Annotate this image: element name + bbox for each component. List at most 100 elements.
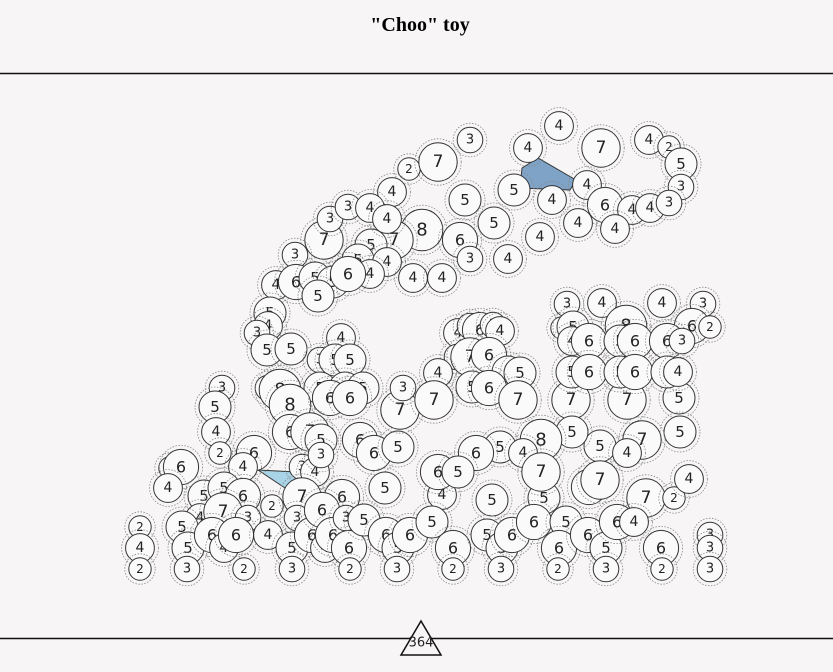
- footer-triangle: [399, 619, 443, 656]
- circle: [383, 555, 411, 583]
- circle-halo: [613, 349, 658, 394]
- circle-number: 4: [311, 464, 320, 480]
- numbered-circle: 3: [588, 551, 624, 587]
- circle-number: 7: [465, 347, 476, 367]
- circle-number: 5: [495, 438, 505, 456]
- circle-halo: [452, 241, 488, 277]
- numbered-circle: 5: [297, 275, 339, 317]
- circle: [498, 380, 538, 420]
- circle-number: 6: [345, 389, 355, 408]
- circle-number: 6: [455, 231, 465, 250]
- circle-number: 5: [674, 389, 684, 407]
- circle-number: 6: [405, 526, 415, 545]
- numbered-circle: 5: [551, 411, 593, 453]
- numbered-circle: 4: [509, 129, 547, 167]
- numbered-circle: 5: [377, 426, 419, 468]
- circle-number: 7: [637, 430, 648, 450]
- circle: [521, 452, 561, 492]
- circle-number: 7: [218, 502, 229, 522]
- circle-number: 6: [433, 463, 443, 482]
- circle-number: 5: [210, 398, 220, 416]
- circle-halo: [540, 107, 578, 145]
- circle-halo: [204, 437, 236, 469]
- numbered-circle: 7: [414, 138, 462, 186]
- circle-halo: [453, 430, 498, 475]
- circle-number: 6: [291, 273, 301, 292]
- numbered-circle: 4: [583, 284, 621, 322]
- circle: [619, 507, 649, 537]
- numbered-circle: 4: [521, 218, 559, 256]
- title: "Choo" toy: [370, 14, 469, 36]
- circle-halo: [692, 551, 728, 587]
- numbered-circle: 4: [608, 434, 646, 472]
- circle-number: 4: [366, 266, 375, 282]
- numbered-circle: 2: [658, 482, 690, 514]
- circle-number: 6: [612, 513, 622, 532]
- circle-number: 6: [484, 379, 494, 398]
- circle-number: 7: [389, 230, 400, 250]
- circle-number: 7: [395, 400, 406, 420]
- circle-number: 4: [196, 510, 205, 526]
- circle-number: 4: [383, 254, 392, 270]
- numbered-circle: 3: [169, 551, 205, 587]
- circle-halo: [169, 551, 205, 587]
- circle-number: 5: [487, 491, 497, 509]
- circle: [389, 374, 417, 402]
- numbered-circle: 4: [533, 181, 571, 219]
- circle-number: 3: [677, 180, 685, 195]
- circle-number: 2: [706, 320, 714, 334]
- numbered-circle: 3: [274, 551, 310, 587]
- circle-halo: [608, 434, 646, 472]
- circle-number: 4: [611, 221, 620, 237]
- circle-halo: [588, 551, 624, 587]
- circle-number: 6: [317, 501, 327, 520]
- numbered-circle: 2: [334, 553, 366, 585]
- circle-number: 4: [337, 330, 346, 346]
- circle: [278, 555, 306, 583]
- circle-halo: [533, 181, 571, 219]
- circle-number: 8: [284, 395, 295, 416]
- circle-number: 6: [285, 423, 295, 442]
- circle-halo: [373, 173, 411, 211]
- circle-number: 5: [199, 487, 209, 505]
- circle-halo: [659, 353, 697, 391]
- circle-number: 5: [262, 341, 272, 359]
- circle-number: 6: [369, 444, 379, 463]
- circle: [456, 245, 484, 273]
- circle-number: 7: [566, 390, 577, 410]
- circle: [372, 204, 402, 234]
- circle: [662, 486, 686, 510]
- numbered-circle: 2: [542, 553, 574, 585]
- circle: [232, 557, 256, 581]
- circle-number: 6: [507, 526, 517, 545]
- circle-number: 3: [665, 196, 673, 211]
- circle: [173, 555, 201, 583]
- numbered-circle: 7: [577, 124, 625, 172]
- numbered-circle: 3: [385, 370, 421, 406]
- circle: [487, 555, 515, 583]
- numbered-circle: 3: [303, 437, 339, 473]
- circle: [331, 379, 369, 417]
- numbered-circle: 4: [670, 460, 708, 498]
- circle-number: 4: [685, 471, 694, 487]
- circle-halo: [615, 503, 653, 541]
- circle-number: 3: [393, 562, 401, 577]
- numbered-circle: 5: [493, 169, 535, 211]
- circle-halo: [444, 179, 486, 221]
- circle-number: 5: [177, 518, 187, 536]
- numbered-circle: 7: [517, 448, 565, 496]
- circle-halo: [577, 124, 625, 172]
- circle-number: 6: [355, 431, 365, 450]
- numbered-circle: 6: [327, 375, 372, 420]
- circle-halo: [414, 138, 462, 186]
- circle-halo: [410, 376, 458, 424]
- circle-halo: [224, 448, 262, 486]
- circle-halo: [515, 414, 567, 466]
- numbered-circle: 5: [471, 479, 513, 521]
- circle-number: 3: [288, 562, 296, 577]
- circle: [600, 214, 630, 244]
- circle-halo: [277, 237, 313, 273]
- circle: [525, 222, 555, 252]
- circle-number: 6: [307, 526, 317, 545]
- circle-number: 2: [449, 562, 457, 576]
